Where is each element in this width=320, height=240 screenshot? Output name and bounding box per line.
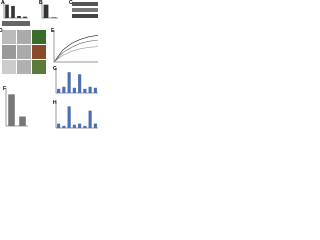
panel-label: E (51, 28, 55, 34)
bar (62, 86, 66, 93)
bar (83, 88, 87, 93)
figure: A B C D E F G H (0, 0, 99, 129)
micrograph (32, 30, 46, 44)
blot-band (72, 8, 98, 12)
micrograph (17, 60, 31, 74)
bar (72, 124, 76, 128)
micrograph (32, 60, 46, 74)
curve (53, 39, 99, 63)
bar (11, 6, 15, 18)
curve (53, 35, 99, 63)
blot-band (72, 14, 98, 18)
bar (88, 110, 92, 128)
micrograph (2, 60, 16, 74)
bar (51, 17, 57, 18)
bar (57, 88, 61, 93)
curve (53, 46, 99, 63)
bar (88, 86, 92, 93)
blot-band (72, 2, 98, 6)
bar (78, 123, 82, 128)
bar (67, 106, 71, 128)
bar (93, 123, 97, 128)
bar (43, 4, 49, 19)
micrograph (17, 45, 31, 59)
bar (5, 4, 9, 19)
panel-label: D (0, 28, 3, 34)
bar (78, 74, 82, 93)
blot-band (2, 21, 30, 26)
bar (72, 87, 76, 93)
bar (19, 116, 26, 126)
panel-label: F (3, 86, 6, 92)
micrograph (32, 45, 46, 59)
bar (17, 16, 21, 18)
bar (23, 16, 27, 18)
blot-panel (2, 2, 98, 26)
panel-label: H (53, 100, 57, 106)
microscopy-panel (2, 30, 46, 74)
panel-label: G (53, 66, 57, 72)
bar (8, 94, 15, 126)
micrograph (17, 30, 31, 44)
micrograph (2, 45, 16, 59)
panel-label: A (1, 0, 5, 6)
bar (83, 125, 87, 128)
panel-label: B (39, 0, 43, 6)
bar (57, 123, 61, 128)
panel-label: C (69, 0, 73, 6)
bar (93, 87, 97, 93)
micrograph (2, 30, 16, 44)
bar (62, 125, 66, 128)
bar (67, 72, 71, 93)
